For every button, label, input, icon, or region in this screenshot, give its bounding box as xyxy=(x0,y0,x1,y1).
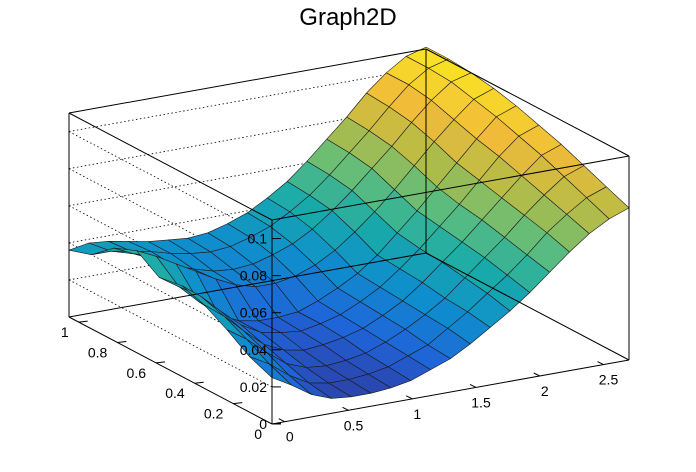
box-front-edge xyxy=(68,112,273,221)
x-tick-label: 1 xyxy=(413,406,421,422)
z-tick-label: 0.06 xyxy=(240,305,267,321)
x-tick-mark xyxy=(278,418,285,423)
x-tick-label: 1.5 xyxy=(471,394,491,410)
x-tick-mark xyxy=(406,395,413,400)
x-tick-label: 2 xyxy=(541,383,549,399)
y-tick-mark xyxy=(194,381,204,384)
y-tick-label: 0 xyxy=(254,426,262,442)
box-back-edge xyxy=(68,252,427,318)
y-tick-mark xyxy=(155,361,166,364)
y-tick-label: 1 xyxy=(61,324,69,340)
y-tick-mark xyxy=(78,320,88,323)
axis-frame xyxy=(68,48,630,425)
y-tick-label: 0.6 xyxy=(127,365,147,381)
box-front-edge xyxy=(271,155,630,221)
y-tick-label: 0.8 xyxy=(88,344,108,360)
z-grid-back-line xyxy=(68,67,427,132)
box-front-edge xyxy=(68,48,427,114)
z-tick-label: 0.04 xyxy=(240,342,267,358)
y-tick-mark xyxy=(271,422,282,425)
x-tick-mark xyxy=(469,383,477,388)
box-front-edge xyxy=(425,252,630,361)
z-grid-back-line xyxy=(68,141,427,207)
y-tick-mark xyxy=(117,340,127,343)
x-tick-mark xyxy=(597,361,604,366)
surface-mesh xyxy=(68,46,630,399)
chart-title: Graph2D xyxy=(299,4,397,31)
y-tick-mark xyxy=(233,402,243,405)
y-tick-label: 0.4 xyxy=(165,385,185,401)
x-tick-mark xyxy=(342,406,349,411)
box-back-edge xyxy=(68,316,273,425)
x-tick-mark xyxy=(533,372,540,377)
box-front-edge xyxy=(271,359,630,425)
z-tick-label: 0.08 xyxy=(240,268,267,284)
surface-cell xyxy=(586,186,630,220)
tick-layer: 0 0.02 0.04 0.06 0.08 0.1 0 0.5 1 1.5 2 2.5 0 0.2 0.4 0… xyxy=(61,231,619,445)
z-grid-back-line xyxy=(68,178,427,244)
z-grid-back-line xyxy=(68,104,427,170)
y-tick-label: 0.2 xyxy=(204,406,224,422)
box-front-edge xyxy=(425,48,630,157)
x-tick-label: 0 xyxy=(286,429,294,445)
z-tick-label: 0.1 xyxy=(248,231,268,247)
x-tick-label: 0.5 xyxy=(344,417,364,433)
z-tick-label: 0.02 xyxy=(240,379,267,395)
z-tick-label: 0 xyxy=(259,416,267,432)
x-tick-label: 2.5 xyxy=(599,372,619,388)
